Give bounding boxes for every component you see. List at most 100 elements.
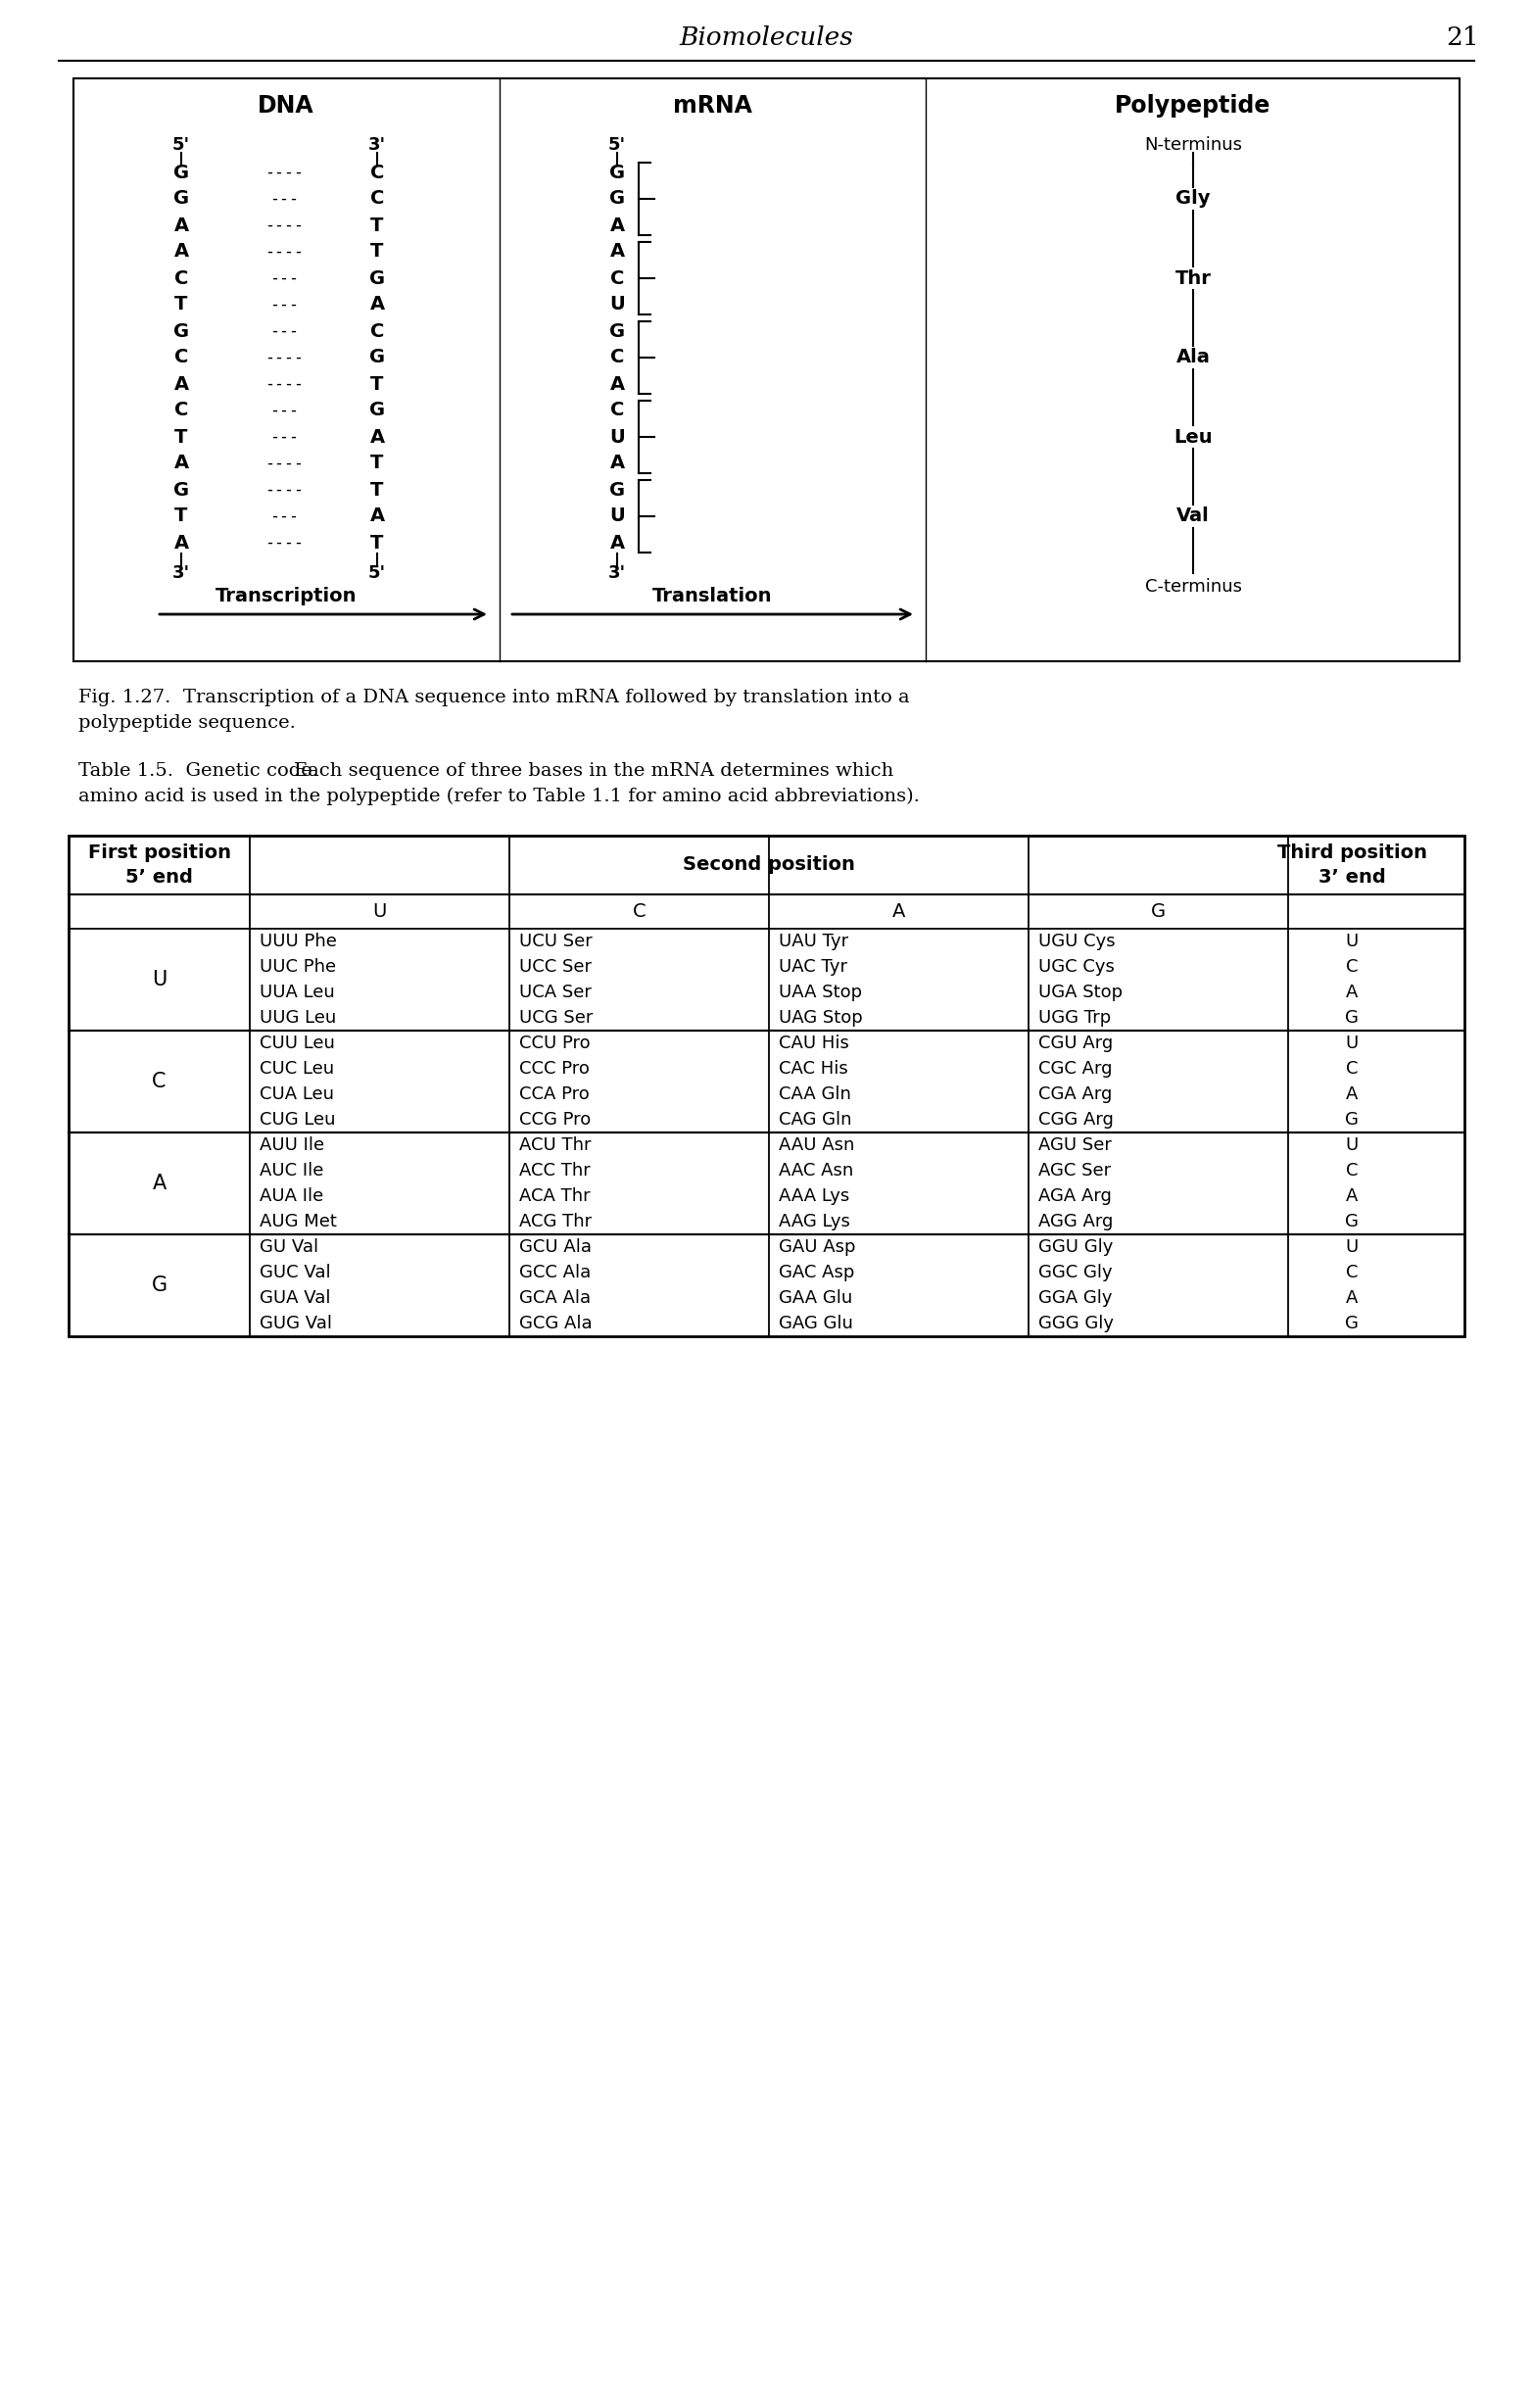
Text: G: G bbox=[152, 1276, 167, 1296]
Text: A: A bbox=[173, 535, 189, 551]
Text: GGU Gly: GGU Gly bbox=[1038, 1238, 1113, 1257]
Text: G: G bbox=[1344, 1009, 1358, 1026]
Text: A: A bbox=[1346, 982, 1358, 1002]
Text: CCA Pro: CCA Pro bbox=[520, 1086, 590, 1103]
Text: G: G bbox=[369, 349, 385, 366]
Text: A: A bbox=[173, 376, 189, 393]
Text: C: C bbox=[1346, 1163, 1358, 1180]
Text: ---: --- bbox=[270, 402, 299, 419]
Text: G: G bbox=[1151, 903, 1165, 920]
Text: ---: --- bbox=[270, 270, 299, 287]
Text: C: C bbox=[1346, 1060, 1358, 1079]
Text: UCU Ser: UCU Ser bbox=[520, 932, 592, 951]
Text: G: G bbox=[369, 270, 385, 287]
Text: AUC Ile: AUC Ile bbox=[259, 1163, 323, 1180]
Text: AAA Lys: AAA Lys bbox=[779, 1187, 849, 1204]
Text: ---: --- bbox=[270, 296, 299, 313]
Text: UUG Leu: UUG Leu bbox=[259, 1009, 336, 1026]
Text: UAG Stop: UAG Stop bbox=[779, 1009, 863, 1026]
Text: C: C bbox=[633, 903, 645, 920]
Text: AAU Asn: AAU Asn bbox=[779, 1137, 854, 1153]
Text: A: A bbox=[173, 455, 189, 472]
Text: T: T bbox=[371, 243, 383, 260]
Text: G: G bbox=[173, 482, 189, 498]
Text: AGG Arg: AGG Arg bbox=[1038, 1214, 1113, 1230]
Text: U: U bbox=[152, 970, 167, 990]
Text: A: A bbox=[369, 296, 385, 313]
Text: C: C bbox=[369, 190, 385, 207]
Text: ----: ---- bbox=[265, 455, 304, 472]
Text: A: A bbox=[173, 217, 189, 234]
Text: CUC Leu: CUC Leu bbox=[259, 1060, 334, 1079]
Text: CUG Leu: CUG Leu bbox=[259, 1110, 336, 1129]
Text: G: G bbox=[609, 323, 625, 340]
Text: G: G bbox=[609, 164, 625, 181]
Text: G: G bbox=[173, 164, 189, 181]
Text: GUG Val: GUG Val bbox=[259, 1315, 333, 1332]
Text: A: A bbox=[610, 243, 624, 260]
Text: A: A bbox=[1346, 1086, 1358, 1103]
Text: UUC Phe: UUC Phe bbox=[259, 958, 336, 975]
Text: UAU Tyr: UAU Tyr bbox=[779, 932, 848, 951]
Text: 21: 21 bbox=[1446, 24, 1479, 51]
Text: A: A bbox=[369, 429, 385, 445]
Text: Thr: Thr bbox=[1174, 270, 1211, 287]
Text: G: G bbox=[1344, 1110, 1358, 1129]
Text: N-terminus: N-terminus bbox=[1144, 137, 1242, 154]
Text: AGU Ser: AGU Ser bbox=[1038, 1137, 1111, 1153]
Text: U: U bbox=[610, 429, 625, 445]
Text: CUU Leu: CUU Leu bbox=[259, 1035, 334, 1052]
Text: U: U bbox=[1346, 1238, 1358, 1257]
Text: UCG Ser: UCG Ser bbox=[520, 1009, 593, 1026]
Text: AUU Ile: AUU Ile bbox=[259, 1137, 325, 1153]
Text: GU Val: GU Val bbox=[259, 1238, 319, 1257]
Text: GGG Gly: GGG Gly bbox=[1038, 1315, 1114, 1332]
Text: T: T bbox=[371, 482, 383, 498]
Text: C: C bbox=[175, 270, 189, 287]
Text: ----: ---- bbox=[265, 535, 304, 551]
Text: UAA Stop: UAA Stop bbox=[779, 982, 862, 1002]
Text: CGG Arg: CGG Arg bbox=[1038, 1110, 1113, 1129]
Text: CCC Pro: CCC Pro bbox=[520, 1060, 590, 1079]
Text: U: U bbox=[373, 903, 386, 920]
Text: CAG Gln: CAG Gln bbox=[779, 1110, 852, 1129]
Text: T: T bbox=[371, 376, 383, 393]
Text: amino acid is used in the polypeptide (refer to Table 1.1 for amino acid abbrevi: amino acid is used in the polypeptide (r… bbox=[78, 787, 920, 807]
Text: C: C bbox=[369, 323, 385, 340]
Text: AUG Met: AUG Met bbox=[259, 1214, 337, 1230]
Bar bbox=[74, 79, 1459, 662]
Text: G: G bbox=[369, 402, 385, 419]
Text: ---: --- bbox=[270, 190, 299, 207]
Text: C: C bbox=[369, 164, 385, 181]
Text: C: C bbox=[152, 1072, 166, 1091]
Text: Gly: Gly bbox=[1176, 190, 1211, 207]
Text: A: A bbox=[610, 376, 624, 393]
Text: UUU Phe: UUU Phe bbox=[259, 932, 337, 951]
Text: Translation: Translation bbox=[652, 588, 773, 607]
Text: U: U bbox=[1346, 1137, 1358, 1153]
Text: Third position
3’ end: Third position 3’ end bbox=[1277, 843, 1427, 886]
Text: A: A bbox=[369, 508, 385, 525]
Text: CGA Arg: CGA Arg bbox=[1038, 1086, 1111, 1103]
Text: A: A bbox=[1346, 1187, 1358, 1204]
Text: UCA Ser: UCA Ser bbox=[520, 982, 592, 1002]
Text: Biomolecules: Biomolecules bbox=[679, 24, 852, 51]
Text: C: C bbox=[175, 402, 189, 419]
Text: G: G bbox=[173, 190, 189, 207]
Text: GCA Ala: GCA Ala bbox=[520, 1288, 590, 1308]
Text: AUA Ile: AUA Ile bbox=[259, 1187, 323, 1204]
Text: Fig. 1.27.  Transcription of a DNA sequence into mRNA followed by translation in: Fig. 1.27. Transcription of a DNA sequen… bbox=[78, 689, 909, 706]
Text: 5': 5' bbox=[172, 137, 190, 154]
Text: ---: --- bbox=[270, 429, 299, 445]
Text: CAU His: CAU His bbox=[779, 1035, 849, 1052]
Text: ----: ---- bbox=[265, 243, 304, 260]
Text: T: T bbox=[175, 429, 187, 445]
Text: GAG Glu: GAG Glu bbox=[779, 1315, 852, 1332]
Text: CCU Pro: CCU Pro bbox=[520, 1035, 590, 1052]
Text: GAA Glu: GAA Glu bbox=[779, 1288, 852, 1308]
Text: U: U bbox=[1346, 1035, 1358, 1052]
Text: CGU Arg: CGU Arg bbox=[1038, 1035, 1113, 1052]
Text: ACU Thr: ACU Thr bbox=[520, 1137, 592, 1153]
Text: C-terminus: C-terminus bbox=[1145, 578, 1242, 595]
Text: CAC His: CAC His bbox=[779, 1060, 848, 1079]
